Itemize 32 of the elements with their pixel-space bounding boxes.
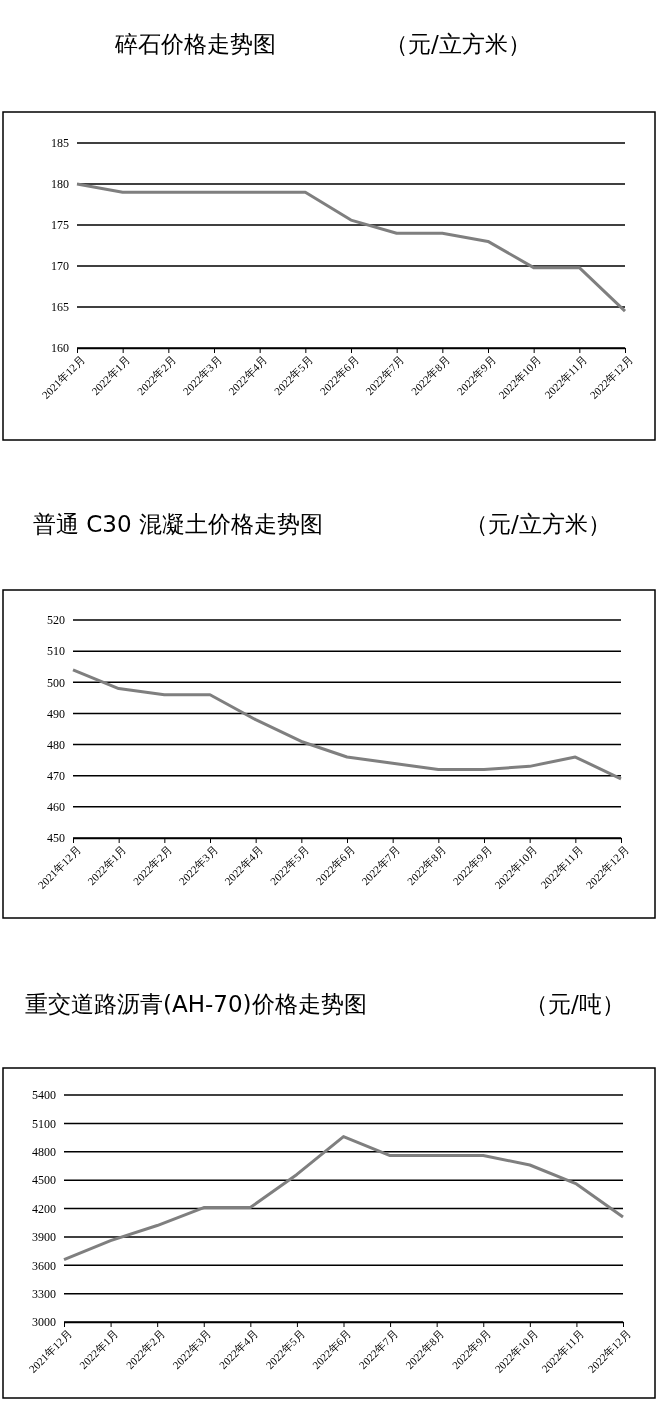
- chart-title: 碎石价格走势图: [114, 31, 276, 57]
- y-tick-label: 500: [47, 675, 65, 690]
- chart-title: 普通 C30 混凝土价格走势图: [33, 511, 323, 537]
- y-tick-label: 520: [47, 613, 65, 628]
- y-tick-label: 490: [47, 706, 65, 721]
- y-tick-label: 3600: [32, 1258, 56, 1273]
- y-tick-label: 470: [47, 769, 65, 784]
- chart-title: 重交道路沥青(AH-70)价格走势图: [25, 991, 367, 1017]
- y-tick-label: 3000: [32, 1315, 56, 1330]
- y-tick-label: 185: [51, 136, 69, 151]
- line-series: [62, 1135, 625, 1262]
- y-tick-label: 160: [51, 341, 69, 356]
- y-tick-label: 4200: [32, 1201, 56, 1216]
- chart-subtitle: （元/立方米）: [465, 511, 611, 537]
- y-tick-label: 510: [47, 644, 65, 659]
- y-tick-label: 5400: [32, 1088, 56, 1103]
- line-series: [75, 182, 627, 313]
- y-tick-label: 480: [47, 737, 65, 752]
- y-tick-label: 460: [47, 800, 65, 815]
- y-tick-label: 4500: [32, 1173, 56, 1188]
- y-tick-label: 170: [51, 259, 69, 274]
- y-tick-label: 3300: [32, 1286, 56, 1301]
- y-tick-label: 180: [51, 177, 69, 192]
- chart-subtitle: （元/吨）: [525, 991, 625, 1017]
- y-tick-label: 3900: [32, 1230, 56, 1245]
- chart-subtitle: （元/立方米）: [385, 31, 531, 57]
- y-tick-label: 450: [47, 831, 65, 846]
- y-tick-label: 175: [51, 218, 69, 233]
- line-series: [71, 668, 623, 781]
- y-tick-label: 4800: [32, 1145, 56, 1160]
- y-tick-label: 5100: [32, 1116, 56, 1131]
- y-tick-label: 165: [51, 300, 69, 315]
